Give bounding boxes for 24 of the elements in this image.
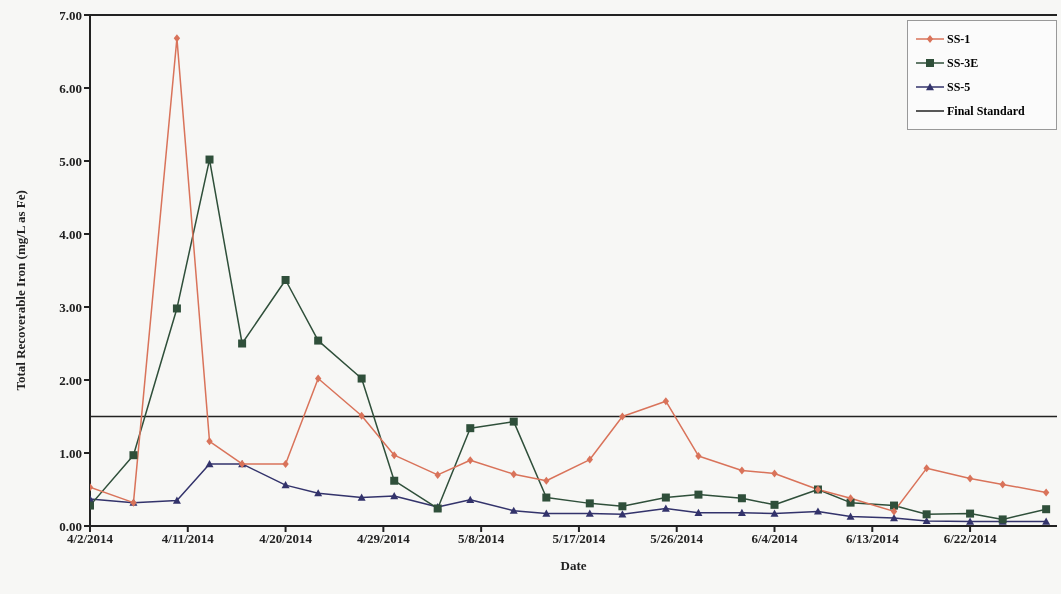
x-tick-label: 6/4/2014 xyxy=(751,531,799,547)
legend-label: SS-3E xyxy=(947,55,979,71)
y-tick-label: 5.00 xyxy=(59,153,82,169)
x-tick-label: 4/20/2014 xyxy=(259,531,313,547)
y-tick-label: 4.00 xyxy=(59,226,82,242)
y-tick-label: 6.00 xyxy=(59,80,82,96)
x-axis-title: Date xyxy=(560,558,587,573)
legend-label: SS-5 xyxy=(947,79,971,95)
x-tick-label: 5/17/2014 xyxy=(552,531,606,547)
x-tick-label: 4/2/2014 xyxy=(66,531,114,547)
legend-label: Final Standard xyxy=(947,103,1025,119)
y-tick-label: 1.00 xyxy=(59,445,82,461)
x-tick-label: 4/11/2014 xyxy=(161,531,215,547)
y-tick-label: 7.00 xyxy=(59,7,82,23)
x-tick-label: 5/8/2014 xyxy=(458,531,505,547)
y-tick-label: 2.00 xyxy=(59,372,82,388)
y-tick-label: 3.00 xyxy=(59,299,82,315)
x-tick-label: 5/26/2014 xyxy=(650,531,704,547)
y-axis-title: Total Recoverable Iron (mg/L as Fe) xyxy=(12,190,28,391)
legend-label: SS-1 xyxy=(947,31,971,47)
x-tick-label: 6/13/2014 xyxy=(845,531,900,547)
y-tick-label: 0.00 xyxy=(59,518,82,534)
x-tick-label: 4/29/2014 xyxy=(356,531,411,547)
x-tick-label: 6/22/2014 xyxy=(943,531,997,547)
